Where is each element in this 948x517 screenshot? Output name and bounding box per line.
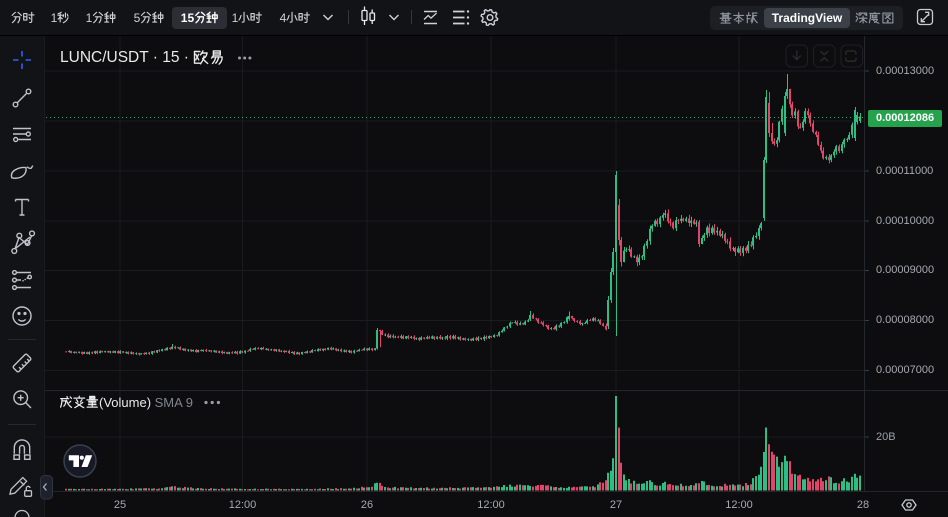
svg-text:5: 5 — [134, 11, 141, 25]
svg-text:1: 1 — [232, 11, 239, 25]
svg-text:1: 1 — [86, 11, 93, 25]
svg-text:4: 4 — [280, 11, 287, 25]
svg-text:1: 1 — [51, 11, 58, 25]
svg-text:15: 15 — [181, 11, 195, 25]
